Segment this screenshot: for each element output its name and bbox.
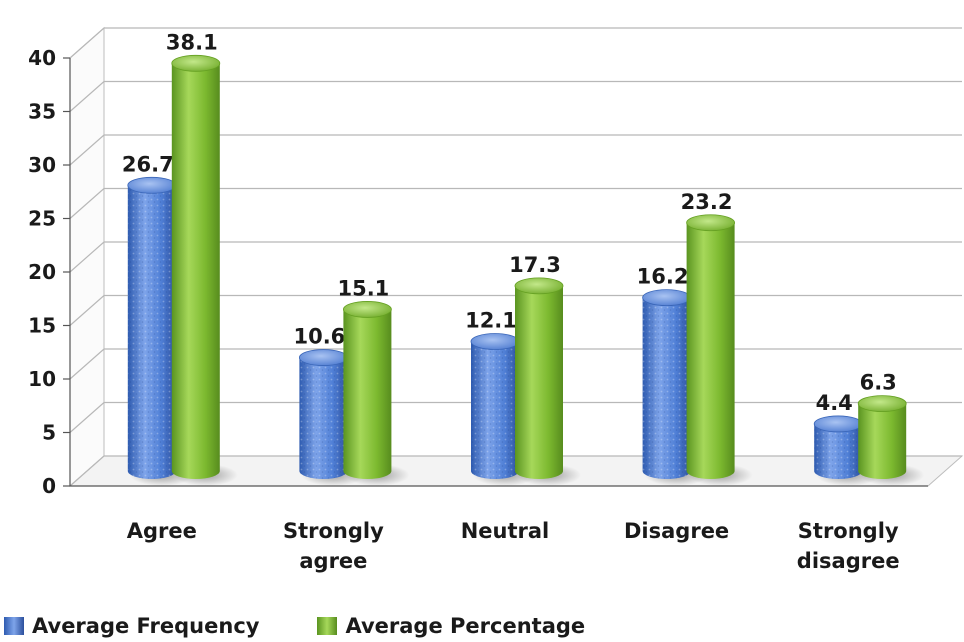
legend-swatch-blue — [4, 617, 24, 635]
bar-average-frequency: 16.2 — [637, 265, 709, 486]
bar-top — [171, 54, 221, 72]
data-label: 26.7 — [122, 152, 174, 176]
data-label: 23.2 — [681, 190, 733, 214]
bar-average-percentage: 15.1 — [337, 276, 410, 486]
gridline — [69, 27, 962, 59]
bar-top — [298, 349, 348, 366]
bars: 26.7 38.1 10.6 15.1 12.1 17.3 16.2 23.2 4.4 6.3 — [122, 30, 925, 486]
legend-item-frequency: Average Frequency — [4, 614, 259, 638]
bar-average-percentage: 38.1 — [166, 30, 238, 486]
data-label: 6.3 — [860, 371, 897, 395]
bar-top — [342, 301, 392, 318]
x-tick-label: Strongly agree — [283, 519, 384, 573]
bar-average-frequency: 4.4 — [813, 391, 881, 486]
y-tick-label: 40 — [28, 46, 56, 70]
bar-texture — [471, 341, 519, 479]
legend-swatch-green — [317, 617, 338, 635]
data-label: 38.1 — [166, 30, 218, 54]
data-label: 4.4 — [816, 391, 853, 415]
data-label: 12.1 — [465, 309, 517, 333]
x-tick-label: Disagree — [624, 519, 729, 543]
x-axis-category-labels: Agree Strongly agree Neutral Disagree Strongl… — [127, 519, 900, 573]
bar-top — [514, 277, 564, 295]
bar-average-percentage: 6.3 — [857, 371, 925, 486]
bar-average-percentage: 23.2 — [681, 190, 753, 486]
bar-average-frequency: 12.1 — [465, 309, 537, 486]
y-axis: 0 5 10 15 20 25 30 35 40 — [28, 46, 928, 498]
gridline — [69, 80, 962, 112]
x-tick-label: Agree — [127, 519, 197, 543]
y-tick-label: 20 — [28, 260, 56, 284]
bar-top — [857, 395, 907, 412]
bar-texture — [814, 423, 863, 479]
y-tick-label: 0 — [42, 474, 56, 498]
y-tick-label: 35 — [28, 100, 56, 124]
y-tick-label: 30 — [28, 153, 56, 177]
gridline — [69, 134, 962, 166]
bar-body — [858, 403, 907, 479]
bar-top — [686, 214, 735, 232]
data-label: 15.1 — [337, 276, 389, 300]
bar-body — [515, 285, 563, 479]
bar-top — [813, 415, 863, 433]
bar-average-frequency: 10.6 — [293, 325, 366, 486]
bar-texture — [299, 357, 348, 479]
y-tick-label: 25 — [28, 207, 56, 231]
bar-body — [171, 63, 220, 479]
x-tick-label: Strongly disagree — [797, 519, 900, 573]
bar-body — [686, 222, 735, 479]
y-tick-label: 15 — [28, 314, 56, 338]
data-label: 16.2 — [637, 265, 689, 289]
y-tick-label: 10 — [28, 367, 56, 391]
data-label: 17.3 — [509, 253, 561, 277]
legend: Average Frequency Average Percentage — [4, 610, 585, 642]
legend-label: Average Frequency — [32, 614, 260, 638]
gridlines — [69, 27, 962, 487]
bar-top — [642, 289, 691, 307]
legend-item-percentage: Average Percentage — [317, 614, 585, 638]
bar-top — [127, 176, 177, 194]
gridline — [69, 187, 962, 219]
x-tick-label: Neutral — [461, 519, 550, 543]
bar-texture — [642, 297, 691, 479]
data-label: 10.6 — [293, 325, 345, 349]
bar-top — [470, 333, 520, 350]
legend-label: Average Percentage — [345, 614, 586, 638]
bar-texture — [127, 185, 176, 479]
gridline — [69, 241, 962, 273]
bar-average-percentage: 17.3 — [509, 253, 581, 486]
y-tick-label: 5 — [42, 421, 56, 445]
bar-body — [343, 309, 392, 479]
